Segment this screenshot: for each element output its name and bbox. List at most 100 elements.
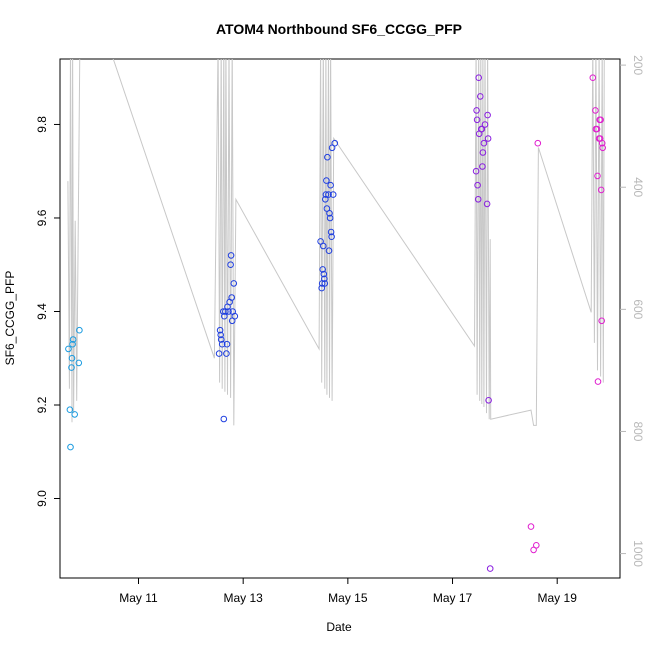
- data-point: [319, 266, 327, 273]
- data-point: [485, 397, 492, 404]
- right-axis: 200 400 600 800 1000: [620, 55, 645, 567]
- data-point: [320, 242, 327, 250]
- y-tick-label: 9.8: [35, 116, 49, 133]
- data-point: [227, 261, 234, 269]
- x-tick-label: May 17: [433, 591, 473, 605]
- data-point: [597, 186, 605, 194]
- data-point: [479, 149, 487, 156]
- data-point: [472, 167, 480, 175]
- data-point: [326, 214, 334, 222]
- data-points-layer: [65, 74, 607, 572]
- data-point: [221, 312, 228, 320]
- data-point: [217, 336, 225, 343]
- x-tick-label: May 11: [119, 591, 158, 605]
- x-tick-label: May 13: [223, 591, 263, 605]
- data-point: [326, 210, 333, 217]
- data-point: [486, 565, 494, 572]
- y-tick-label: 9.4: [35, 303, 49, 320]
- data-point: [594, 172, 601, 180]
- data-point: [597, 116, 604, 124]
- data-point: [594, 378, 602, 385]
- data-point: [473, 116, 481, 124]
- y-axis-label: SF6_CCGG_PFP: [3, 271, 17, 366]
- data-point: [66, 406, 74, 414]
- y-axis: 9.0 9.2 9.4 9.6 9.8: [35, 116, 60, 507]
- x-tick-label: May 15: [328, 591, 368, 605]
- x-axis: May 11 May 13 May 15 May 17 May 19: [119, 578, 577, 605]
- data-point: [324, 153, 331, 161]
- data-point: [533, 542, 540, 549]
- data-point: [474, 196, 482, 203]
- chart-title: ATOM4 Northbound SF6_CCGG_PFP: [216, 21, 462, 37]
- right-tick-label: 200: [631, 55, 645, 75]
- data-point: [69, 336, 77, 343]
- data-point: [527, 523, 535, 530]
- data-point: [68, 354, 76, 362]
- data-point: [327, 181, 334, 189]
- data-point: [68, 364, 75, 371]
- data-point: [69, 340, 76, 348]
- data-point: [76, 326, 83, 334]
- plot-frame: [59, 58, 621, 579]
- data-point: [215, 350, 223, 357]
- data-point: [481, 121, 489, 128]
- data-point: [322, 196, 329, 203]
- data-point: [321, 280, 329, 287]
- data-point: [474, 181, 481, 189]
- data-point: [220, 415, 228, 423]
- right-tick-label: 400: [631, 177, 645, 197]
- data-point: [483, 200, 491, 208]
- data-point: [479, 163, 486, 170]
- data-point: [329, 191, 337, 198]
- y-tick-label: 9.6: [35, 209, 49, 226]
- data-point: [478, 125, 486, 133]
- data-point: [598, 139, 606, 147]
- data-point: [323, 177, 330, 184]
- data-point: [75, 359, 83, 367]
- data-point: [589, 74, 597, 81]
- y-tick-label: 9.0: [35, 490, 49, 507]
- data-point: [230, 280, 238, 287]
- data-point: [599, 144, 607, 152]
- data-point: [318, 284, 326, 292]
- data-point: [225, 308, 232, 315]
- data-point: [327, 228, 335, 236]
- right-tick-label: 1000: [631, 540, 645, 567]
- data-point: [593, 125, 601, 133]
- data-point: [325, 191, 332, 198]
- data-point: [484, 135, 492, 142]
- y-tick-label: 9.2: [35, 396, 49, 413]
- data-point: [477, 93, 484, 100]
- data-point: [216, 326, 224, 334]
- data-point: [321, 275, 328, 283]
- data-point: [322, 191, 330, 198]
- data-point: [325, 247, 333, 254]
- data-point: [218, 340, 226, 348]
- altitude-line-layer: [67, 59, 605, 426]
- data-point: [598, 317, 606, 325]
- data-point: [217, 331, 224, 339]
- altitude-line: [67, 59, 605, 426]
- x-tick-label: May 19: [538, 591, 578, 605]
- data-point: [320, 270, 328, 278]
- data-point: [223, 340, 231, 348]
- data-point: [71, 411, 78, 418]
- data-point: [534, 139, 542, 147]
- data-point: [328, 233, 335, 240]
- data-point: [592, 107, 599, 114]
- data-point: [67, 443, 74, 451]
- data-point: [228, 294, 235, 301]
- data-point: [223, 350, 230, 357]
- data-point: [484, 111, 491, 119]
- data-point: [480, 139, 488, 147]
- data-point: [331, 139, 339, 147]
- data-point: [473, 107, 480, 114]
- right-tick-label: 800: [631, 421, 645, 441]
- data-point: [227, 252, 235, 259]
- right-tick-label: 600: [631, 299, 645, 319]
- data-point: [231, 312, 239, 320]
- data-point: [65, 345, 72, 353]
- x-axis-label: Date: [326, 620, 352, 634]
- data-point: [475, 74, 483, 81]
